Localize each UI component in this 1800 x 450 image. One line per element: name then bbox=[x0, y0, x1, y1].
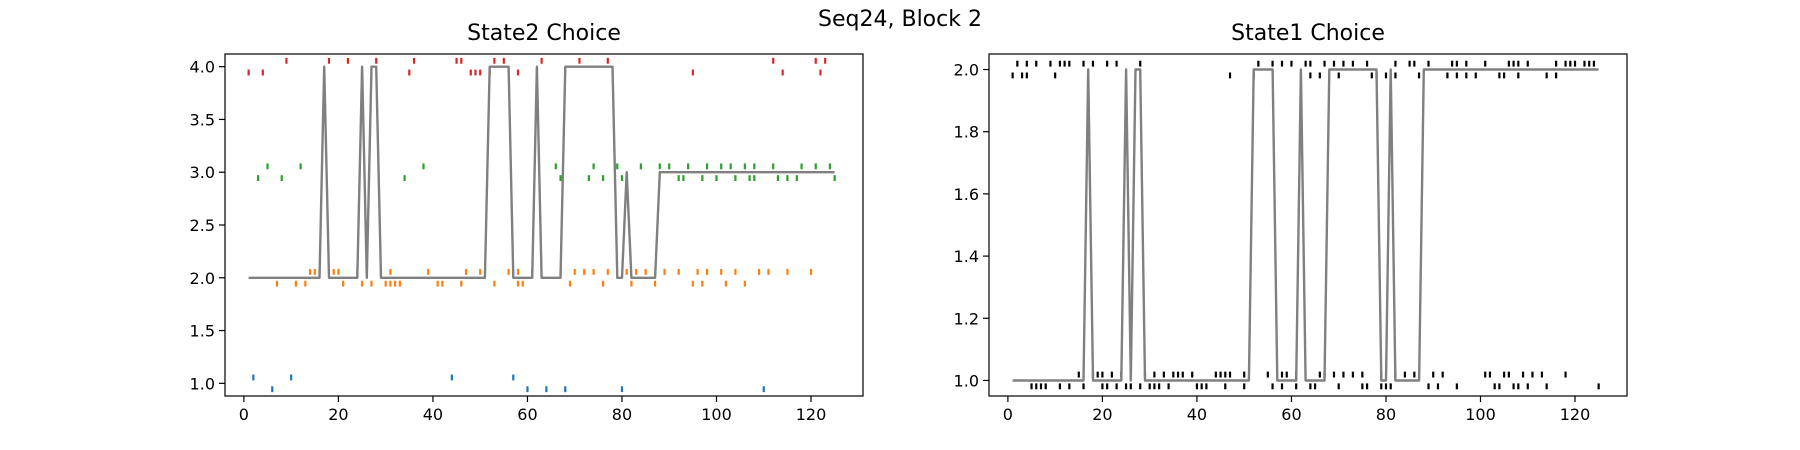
x-tick-label: 20 bbox=[1092, 405, 1112, 424]
subplot-title-state2-choice: State2 Choice bbox=[467, 21, 621, 46]
subplot-title-state1-choice: State1 Choice bbox=[1231, 21, 1385, 46]
axes-frame bbox=[988, 53, 1628, 397]
x-tick-label: 0 bbox=[239, 405, 249, 424]
figure-suptitle: Seq24, Block 2 bbox=[818, 7, 982, 32]
x-tick-label: 60 bbox=[517, 405, 537, 424]
plot-marks bbox=[247, 57, 836, 393]
y-tick-label: 1.0 bbox=[190, 374, 215, 393]
x-tick-label: 80 bbox=[1376, 405, 1396, 424]
x-tick-label: 60 bbox=[1281, 405, 1301, 424]
x-tick-label: 80 bbox=[612, 405, 632, 424]
x-tick-label: 20 bbox=[328, 405, 348, 424]
subplot-state1-choice: State1 Choice 0 20 40 60 80 100 120 1.0 1.2 1.4 1.… bbox=[954, 21, 1628, 424]
x-tick-label: 40 bbox=[423, 405, 443, 424]
y-tick-label: 2.0 bbox=[954, 61, 979, 80]
y-tick-label: 1.2 bbox=[954, 309, 979, 328]
y-tick-label: 1.0 bbox=[954, 371, 979, 390]
plot-marks bbox=[1011, 60, 1600, 390]
y-tick-label: 2.5 bbox=[190, 216, 215, 235]
x-tick-label: 0 bbox=[1003, 405, 1013, 424]
x-tick-label: 100 bbox=[1465, 405, 1496, 424]
plot-area-state2-choice: 0 20 40 60 80 100 120 1.0 1.5 2.0 2.5 3.0 3.5 4.0 bbox=[190, 53, 864, 424]
y-tick-label: 1.5 bbox=[190, 322, 215, 341]
y-tick-label: 2.0 bbox=[190, 269, 215, 288]
state-line bbox=[1012, 68, 1599, 382]
plot-area-state1-choice: 0 20 40 60 80 100 120 1.0 1.2 1.4 1.6 1.8 2.0 bbox=[954, 53, 1628, 424]
y-tick-label: 1.4 bbox=[954, 247, 979, 266]
state-line bbox=[248, 65, 835, 279]
x-tick-label: 120 bbox=[1560, 405, 1591, 424]
y-tick-label: 4.0 bbox=[190, 58, 215, 77]
subplot-state2-choice: State2 Choice 0 20 40 60 80 100 120 1.0 1.5 2.0 2.… bbox=[190, 21, 864, 424]
y-tick-label: 1.6 bbox=[954, 185, 979, 204]
y-tick-label: 3.0 bbox=[190, 163, 215, 182]
x-tick-label: 120 bbox=[796, 405, 827, 424]
x-tick-label: 40 bbox=[1187, 405, 1207, 424]
x-tick-label: 100 bbox=[701, 405, 732, 424]
y-tick-label: 1.8 bbox=[954, 123, 979, 142]
y-tick-label: 3.5 bbox=[190, 110, 215, 129]
